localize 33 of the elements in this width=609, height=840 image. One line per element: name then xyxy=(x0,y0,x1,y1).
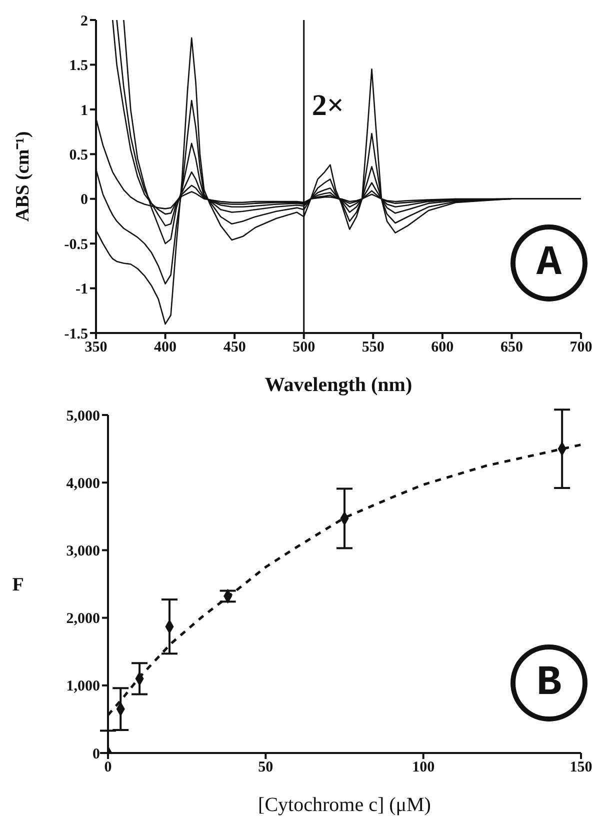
annotation: A xyxy=(535,239,563,287)
y-tick-label: 1.5 xyxy=(69,58,88,74)
y-tick-label: 1,000 xyxy=(66,678,100,695)
x-tick-label: 700 xyxy=(570,340,592,356)
y-axis-title: ABS (cm⁻¹) xyxy=(12,131,34,222)
x-tick-label: 350 xyxy=(84,340,108,356)
x-tick-label: 0 xyxy=(104,760,112,776)
y-tick-label: 2,000 xyxy=(66,611,100,628)
x-tick-label: 550 xyxy=(362,340,384,356)
x-axis-title: Wavelength (nm) xyxy=(264,374,412,396)
y-tick-label: 4,000 xyxy=(66,476,100,492)
y-tick-label: -1.5 xyxy=(64,326,88,342)
x-tick-label: 150 xyxy=(570,760,592,776)
ref-line-label: 2× xyxy=(312,89,344,122)
x-tick-label: 400 xyxy=(154,340,177,356)
x-tick-label: 600 xyxy=(431,340,454,356)
y-tick-label: 1 xyxy=(80,102,88,119)
y-axis-title: F xyxy=(12,574,24,596)
x-tick-label: 50 xyxy=(258,760,274,776)
y-tick-label: 0 xyxy=(92,746,100,762)
x-tick-label: 450 xyxy=(223,340,246,356)
x-tick-label: 100 xyxy=(412,760,435,776)
y-tick-label: 5,000 xyxy=(66,408,100,424)
y-tick-label: 0 xyxy=(80,192,88,208)
y-tick-label: -0.5 xyxy=(64,236,88,253)
x-tick-label: 650 xyxy=(500,340,523,356)
y-tick-label: 2 xyxy=(80,13,88,30)
x-tick-label: 500 xyxy=(292,340,316,356)
y-tick-label: 3,000 xyxy=(66,544,100,560)
y-tick-label: 0.5 xyxy=(69,147,88,164)
annotation: B xyxy=(535,659,563,707)
x-axis-title: [Cytochrome c] (μM) xyxy=(258,794,431,816)
y-tick-label: -1 xyxy=(76,282,88,298)
